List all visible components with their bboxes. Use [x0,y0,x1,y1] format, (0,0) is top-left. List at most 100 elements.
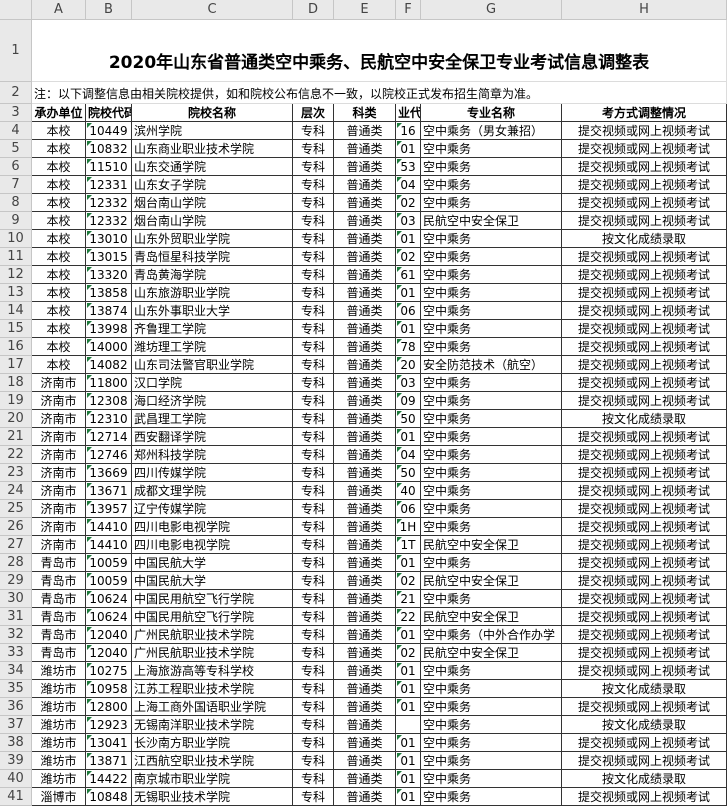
table-cell: 烟台南山学院 [132,194,293,212]
table-cell: 潍坊市 [32,770,86,788]
table-cell: 普通类 [334,176,396,194]
table-cell: 提交视频或网上视频考试 [562,428,727,446]
table-cell: 40 [396,482,421,500]
table-cell: 空中乘务 [421,752,562,770]
table-cell: 潍坊市 [32,716,86,734]
row-number: 10 [0,230,32,248]
row-number: 1 [0,20,32,82]
table-cell: 10832 [86,140,132,158]
cell-indicator [87,537,92,542]
cell-indicator [397,771,402,776]
table-cell: 潍坊市 [32,752,86,770]
row-number: 12 [0,266,32,284]
row-number: 19 [0,392,32,410]
table-cell: 16 [396,122,421,140]
cell-indicator [397,627,402,632]
table-cell [396,716,421,734]
cell-indicator [397,645,402,650]
table-cell: 专科 [293,320,334,338]
row-number: 14 [0,302,32,320]
table-cell: 提交视频或网上视频考试 [562,734,727,752]
table-header: 专业名称 [421,104,562,122]
cell-indicator [87,123,92,128]
table-cell: 专科 [293,590,334,608]
table-cell: 四川电影电视学院 [132,536,293,554]
table-cell: 济南市 [32,392,86,410]
table-cell: 空中乘务（男女兼招） [421,122,562,140]
table-cell: 济南市 [32,464,86,482]
table-cell: 01 [396,320,421,338]
row-number: 35 [0,680,32,698]
row-number: 2 [0,82,32,104]
table-cell: 61 [396,266,421,284]
cell-indicator [397,267,402,272]
table-cell: 普通类 [334,320,396,338]
table-cell: 专科 [293,518,334,536]
table-cell: 普通类 [334,752,396,770]
table-cell: 专科 [293,788,334,806]
cell-indicator [87,213,92,218]
table-cell: 空中乘务 [421,716,562,734]
cell-indicator [87,789,92,794]
table-cell: 提交视频或网上视频考试 [562,572,727,590]
table-cell: 空中乘务 [421,158,562,176]
cell-indicator [87,681,92,686]
cell-indicator [87,645,92,650]
table-cell: 03 [396,212,421,230]
row-number: 41 [0,788,32,806]
table-cell: 普通类 [334,518,396,536]
cell-indicator [87,573,92,578]
row-number: 23 [0,464,32,482]
table-cell: 提交视频或网上视频考试 [562,500,727,518]
table-cell: 空中乘务 [421,698,562,716]
table-cell: 13669 [86,464,132,482]
table-cell: 11800 [86,374,132,392]
table-cell: 无锡南洋职业技术学院 [132,716,293,734]
table-cell: 专科 [293,500,334,518]
table-cell: 提交视频或网上视频考试 [562,266,727,284]
table-cell: 专科 [293,464,334,482]
cell-indicator [397,447,402,452]
table-cell: 空中乘务 [421,392,562,410]
cell-indicator [397,339,402,344]
table-cell: 按文化成绩录取 [562,680,727,698]
table-cell: 空中乘务 [421,194,562,212]
table-cell: 普通类 [334,572,396,590]
table-cell: 10059 [86,572,132,590]
table-cell: 专科 [293,338,334,356]
table-cell: 普通类 [334,266,396,284]
table-cell: 12040 [86,626,132,644]
cell-indicator [397,573,402,578]
corner [0,0,32,20]
table-cell: 汉口学院 [132,374,293,392]
table-cell: 专科 [293,626,334,644]
table-cell: 空中乘务 [421,590,562,608]
table-cell: 本校 [32,356,86,374]
cell-indicator [397,555,402,560]
cell-indicator [397,663,402,668]
row-number: 7 [0,176,32,194]
table-cell: 普通类 [334,122,396,140]
table-cell: 提交视频或网上视频考试 [562,338,727,356]
table-cell: 普通类 [334,716,396,734]
table-cell: 辽宁传媒学院 [132,500,293,518]
table-cell: 西安翻译学院 [132,428,293,446]
cell-indicator [87,321,92,326]
table-cell: 专科 [293,194,334,212]
table-cell: 01 [396,428,421,446]
cell-indicator [87,195,92,200]
table-cell: 空中乘务 [421,374,562,392]
column-header: C [132,0,293,20]
table-cell: 山东司法警官职业学院 [132,356,293,374]
cell-indicator [87,411,92,416]
table-cell: 空中乘务 [421,428,562,446]
table-cell: 01 [396,626,421,644]
table-cell: 提交视频或网上视频考试 [562,554,727,572]
table-cell: 专科 [293,266,334,284]
table-cell: 专科 [293,716,334,734]
table-cell: 本校 [32,284,86,302]
table-cell: 04 [396,176,421,194]
table-cell: 普通类 [334,626,396,644]
table-cell: 提交视频或网上视频考试 [562,140,727,158]
table-cell: 空中乘务 [421,140,562,158]
